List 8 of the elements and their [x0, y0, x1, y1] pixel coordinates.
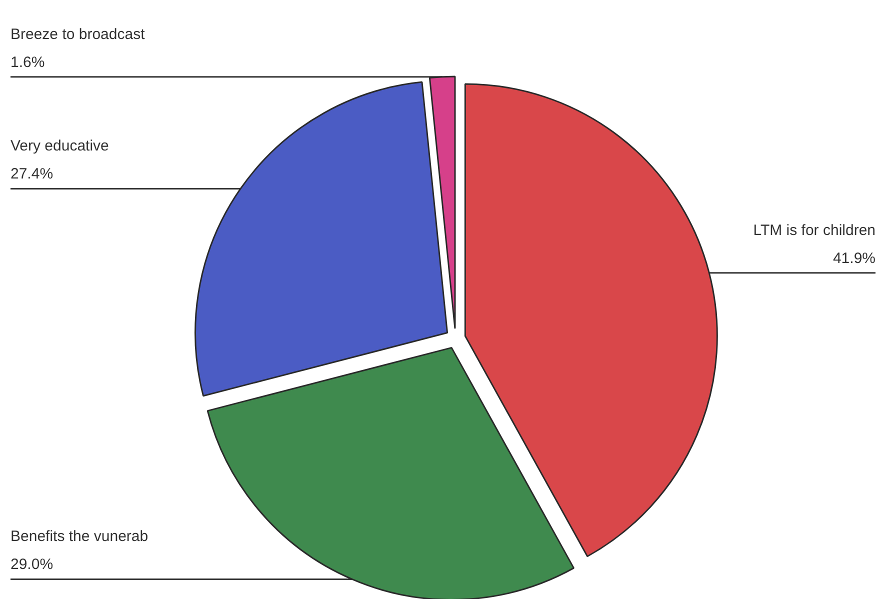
data-label: 29.0%: [10, 556, 54, 574]
data-label: 27.4%: [10, 166, 54, 183]
slice-label: LTM is for children: [753, 222, 876, 239]
slice-label: Breeze to broadcast: [10, 26, 146, 43]
slice-label: Benefits the vunerab: [10, 528, 148, 546]
slice-label: Very educative: [10, 138, 109, 155]
data-label: 1.6%: [10, 54, 45, 71]
data-label: 41.9%: [832, 250, 876, 267]
